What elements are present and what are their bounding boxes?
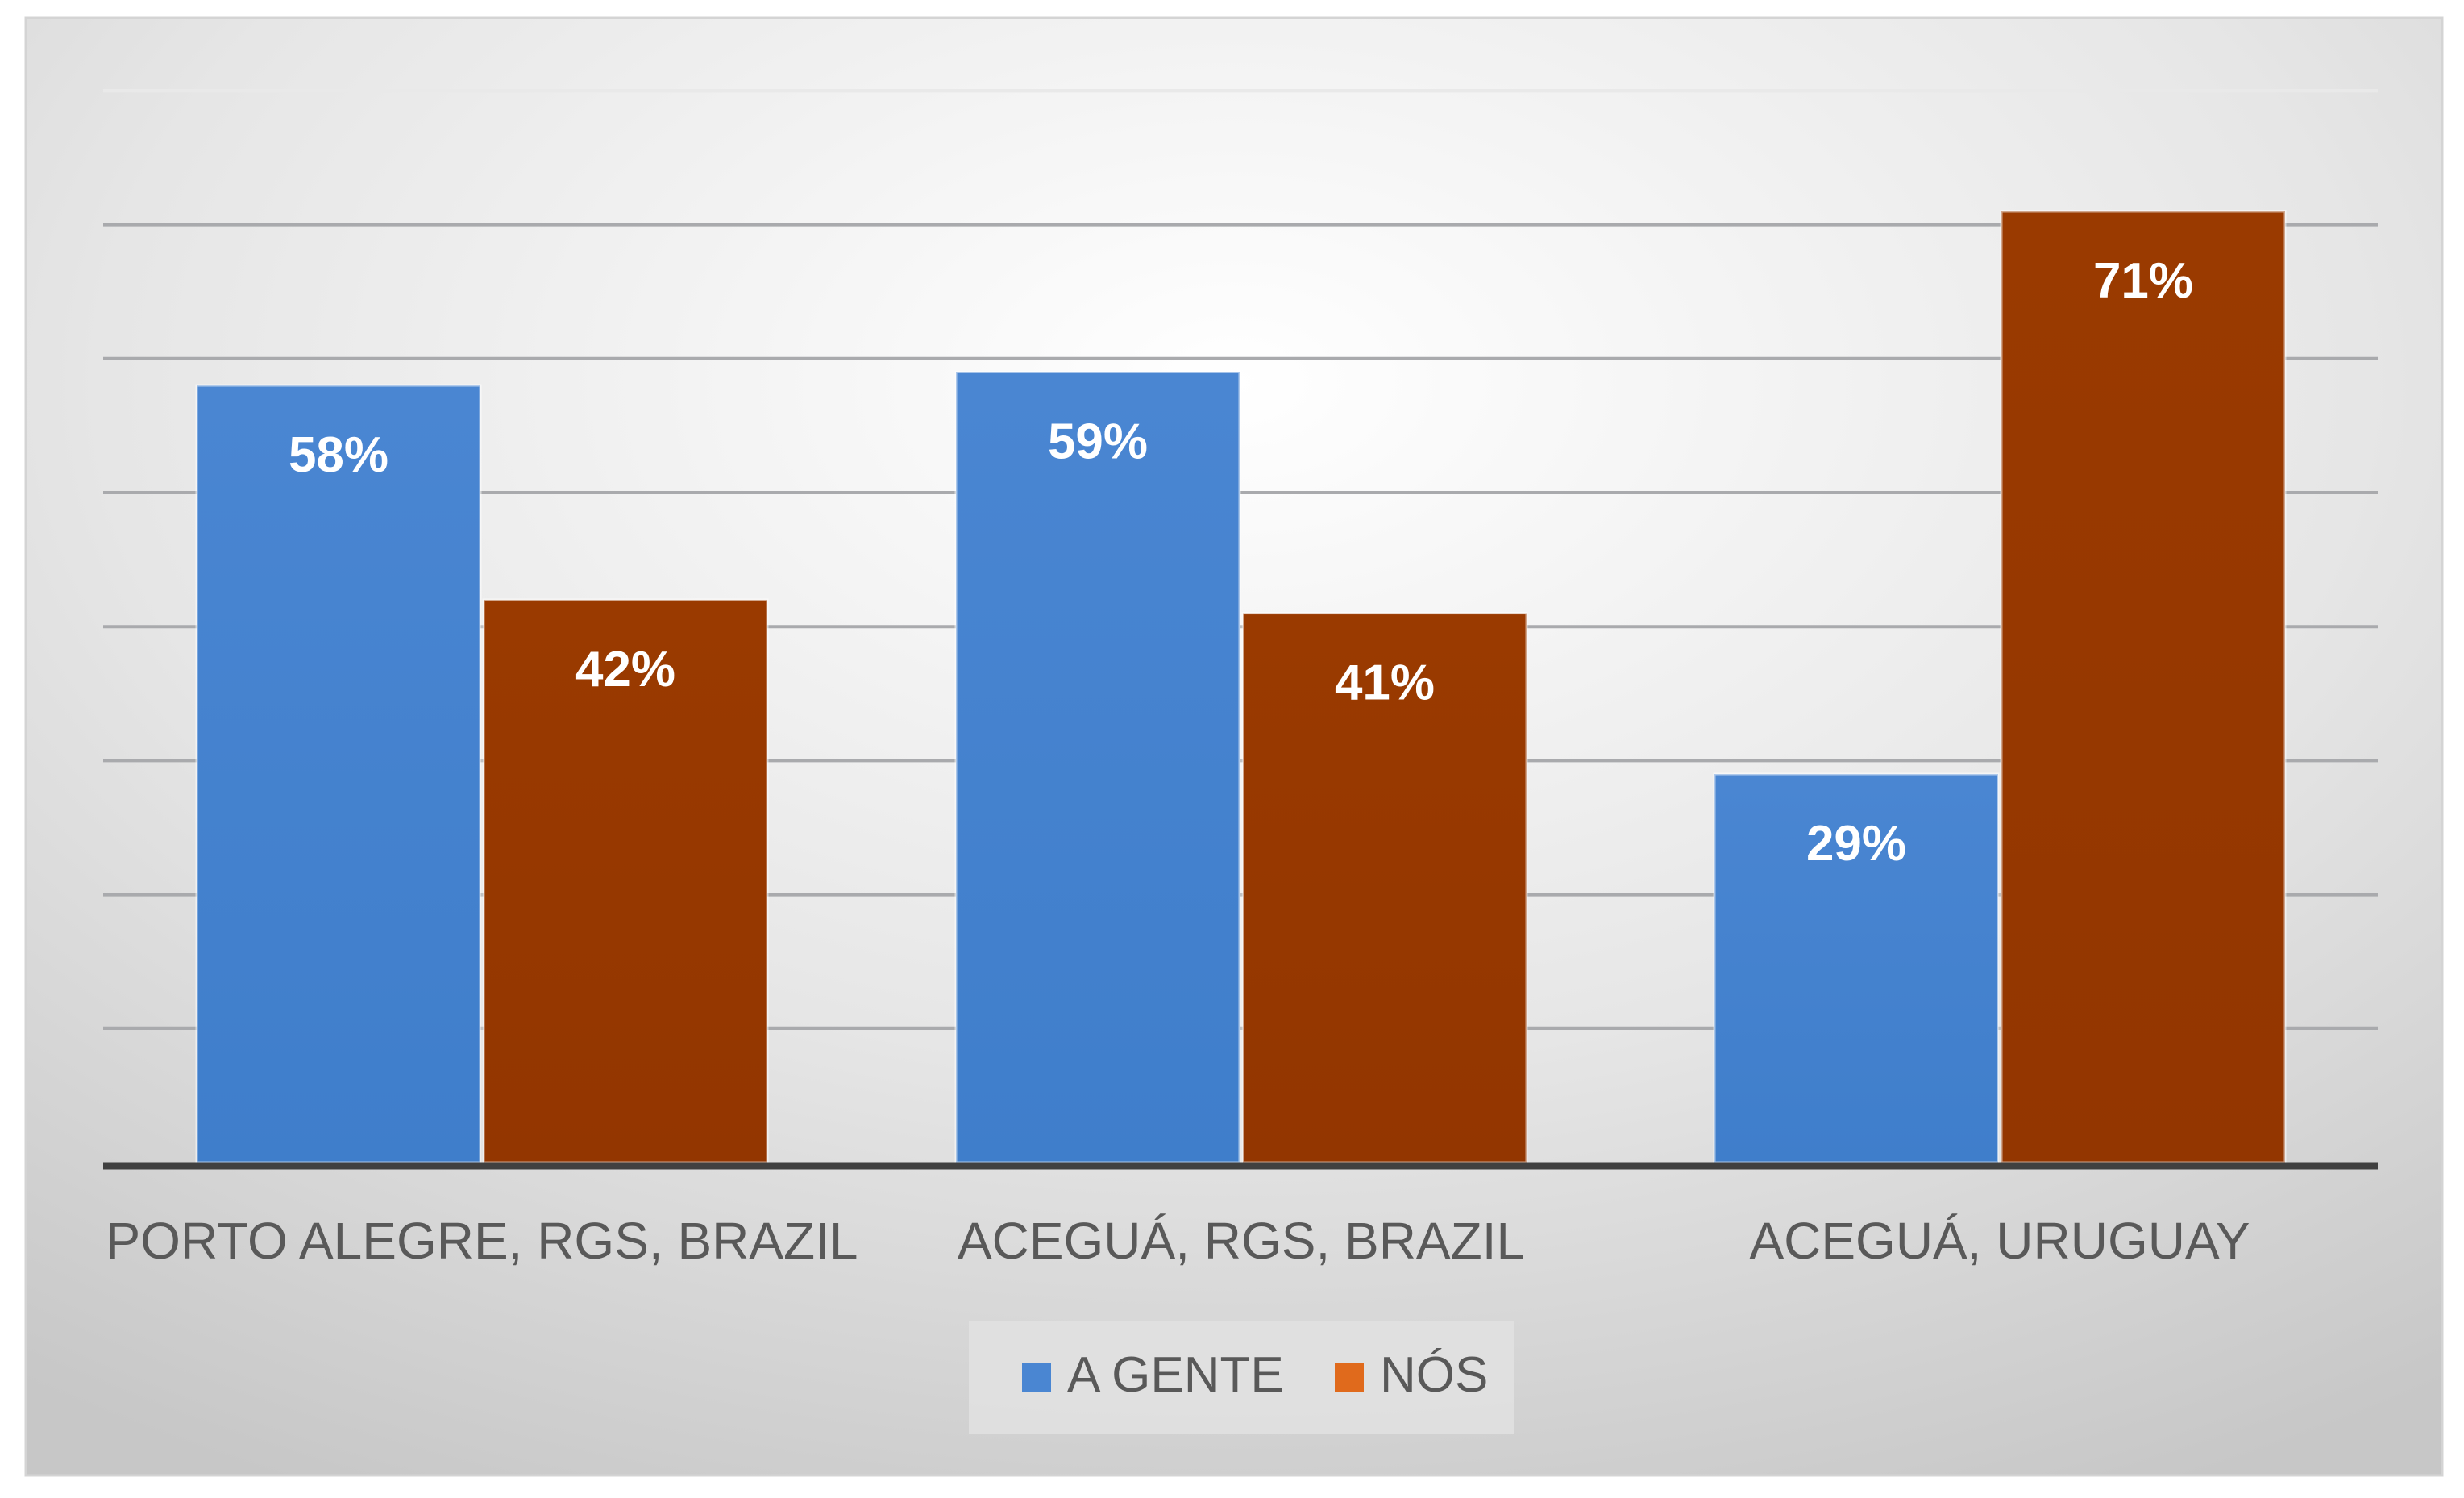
legend-label-a-gente: A GENTE bbox=[1067, 1347, 1284, 1403]
category-label: ACEGUÁ, RGS, BRAZIL bbox=[958, 1212, 1525, 1270]
data-label: 71% bbox=[2093, 253, 2193, 309]
bar-labels: 58% 42% 59% 41% 29% 71% bbox=[289, 253, 2193, 872]
legend: A GENTE NÓS bbox=[969, 1321, 1514, 1434]
legend-swatch-nos bbox=[1335, 1363, 1364, 1392]
bar-nos bbox=[482, 598, 769, 1164]
category-labels: PORTO ALEGRE, RGS, BRAZIL ACEGUÁ, RGS, BR… bbox=[106, 1212, 2250, 1270]
legend-label-nos: NÓS bbox=[1380, 1347, 1488, 1403]
bars bbox=[195, 210, 2287, 1164]
bar-nos bbox=[2000, 210, 2287, 1164]
legend-box bbox=[969, 1321, 1514, 1434]
bar-a-gente bbox=[954, 370, 1241, 1164]
category-label: ACEGUÁ, URUGUAY bbox=[1749, 1212, 2250, 1270]
data-label: 29% bbox=[1806, 816, 1906, 872]
data-label: 41% bbox=[1335, 655, 1435, 711]
bar-a-gente bbox=[195, 384, 482, 1164]
category-label: PORTO ALEGRE, RGS, BRAZIL bbox=[106, 1212, 858, 1270]
legend-swatch-a-gente bbox=[1022, 1363, 1051, 1392]
data-label: 59% bbox=[1048, 414, 1148, 469]
data-label: 58% bbox=[289, 427, 389, 483]
bar-nos bbox=[1241, 612, 1528, 1164]
data-label: 42% bbox=[575, 642, 675, 697]
bar-a-gente bbox=[1713, 772, 2000, 1164]
